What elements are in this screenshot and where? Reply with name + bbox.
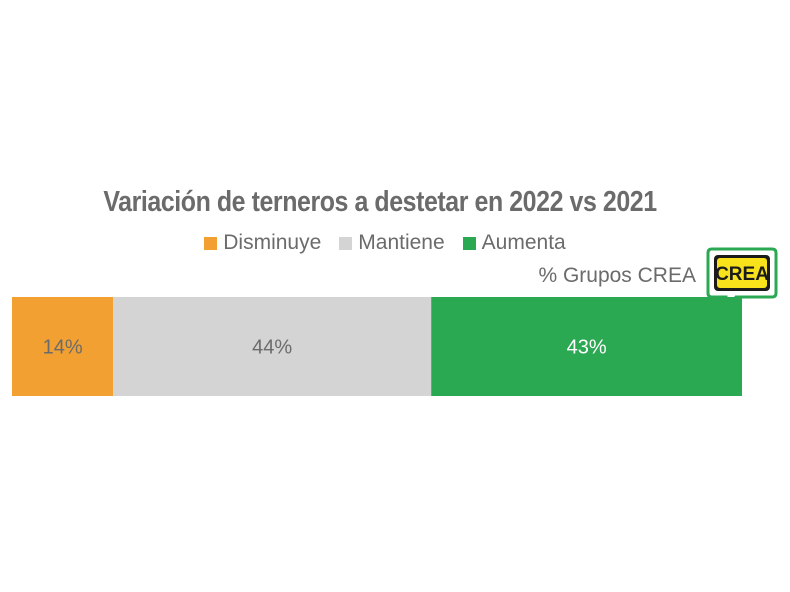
crea-logo: CREA [706,247,778,315]
crea-logo-text: CREA [715,264,769,285]
bar-segment-aumenta [431,297,742,396]
legend-label-disminuye: Disminuye [223,231,322,254]
chart-subtitle: % Grupos CREA [538,264,696,287]
legend-swatch-aumenta [462,236,476,250]
bar-segment-disminuye [12,297,114,396]
legend-swatch-mantiene [339,236,353,250]
chart-title: Variación de terneros a destetar en 2022… [103,186,657,218]
legend-label-mantiene: Mantiene [358,231,445,254]
legend-item-aumenta: Aumenta [462,231,566,255]
legend-item-mantiene: Mantiene [339,231,445,255]
legend-item-disminuye: Disminuye [204,231,321,255]
bar-label-disminuye: 14% [43,337,83,359]
legend-swatch-disminuye [204,236,218,250]
legend-label-aumenta: Aumenta [481,231,566,254]
bar-label-mantiene: 44% [252,337,292,359]
bar-segment-mantiene [113,297,432,396]
chart-legend: Disminuye Mantiene Aumenta [0,231,780,255]
bar-label-aumenta: 43% [567,337,607,359]
